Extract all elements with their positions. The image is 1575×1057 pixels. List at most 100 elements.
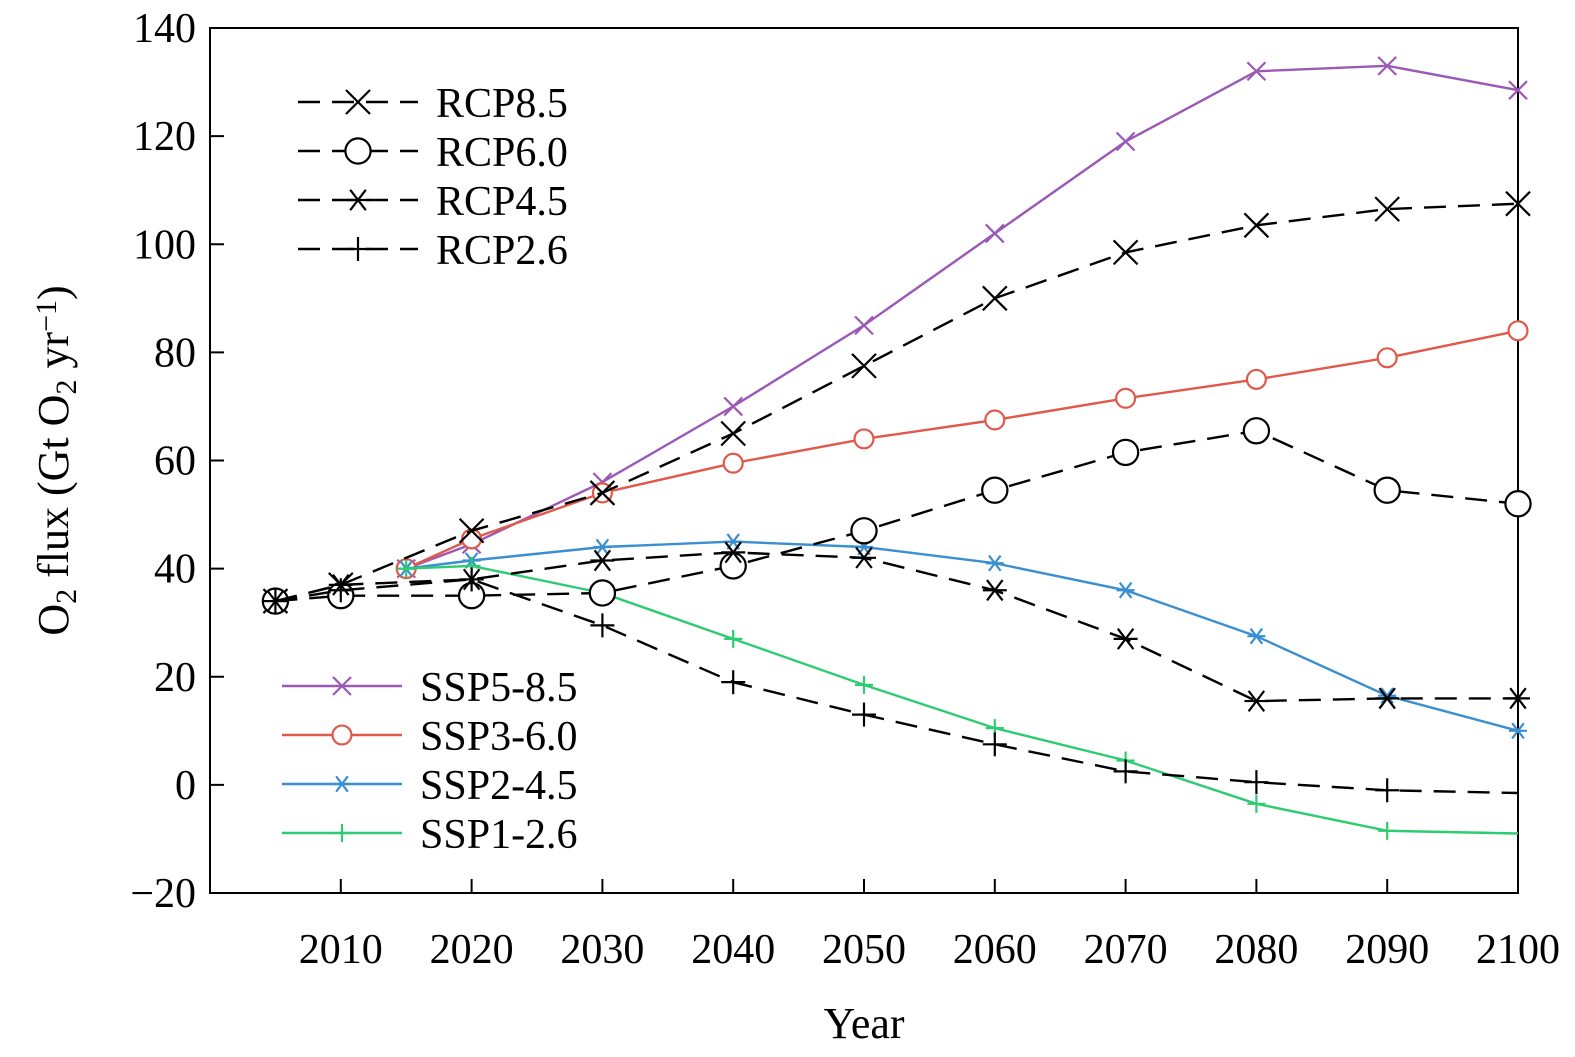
- y-axis-title-part: O: [29, 604, 78, 636]
- data-point: [1504, 490, 1532, 518]
- data-point: [1376, 347, 1398, 369]
- x-tick-label: 2090: [1345, 927, 1429, 973]
- y-tick-label: 100: [133, 222, 196, 268]
- data-point: [724, 629, 743, 648]
- data-point: [1112, 239, 1139, 266]
- legend-item: RCP2.6: [298, 228, 568, 274]
- y-axis-title-part: 2: [50, 589, 83, 604]
- data-point: [346, 189, 370, 211]
- data-point: [724, 533, 743, 550]
- legend-item: SSP2-4.5: [282, 763, 578, 809]
- data-point: [345, 89, 371, 115]
- x-tick-label: 2030: [560, 927, 644, 973]
- data-point: [719, 552, 747, 580]
- data-point: [982, 579, 1007, 602]
- data-point: [1115, 387, 1137, 409]
- series-line: [406, 540, 1519, 732]
- data-point: [855, 675, 873, 694]
- x-tick-label: 2050: [822, 927, 906, 973]
- y-axis-title: O2 flux (Gt O2 yr−1): [29, 285, 83, 635]
- series-ssp5-8-5: [396, 56, 1528, 579]
- data-point: [331, 724, 353, 746]
- data-point: [721, 541, 746, 564]
- data-point: [1378, 821, 1397, 840]
- data-point: [1116, 581, 1135, 599]
- series-line: [275, 429, 1519, 603]
- x-tick-label: 2040: [691, 927, 775, 973]
- series-line: [405, 64, 1519, 570]
- data-point: [1378, 687, 1397, 704]
- y-tick-label: 120: [133, 114, 196, 160]
- data-point: [588, 579, 617, 607]
- data-point: [850, 517, 878, 545]
- y-axis-title-part: 2: [50, 380, 83, 395]
- legend-item: RCP4.5: [298, 179, 568, 225]
- series-rcp2-6: [263, 567, 1519, 803]
- series-rcp6-0: [261, 417, 1532, 615]
- y-tick-label: 60: [154, 439, 196, 485]
- legend-item: SSP5-8.5: [282, 665, 578, 711]
- data-point: [1377, 56, 1397, 76]
- data-point: [981, 476, 1009, 504]
- data-point: [1374, 196, 1400, 222]
- data-point: [1246, 61, 1267, 82]
- data-point: [1115, 131, 1136, 152]
- data-point: [1505, 190, 1531, 217]
- data-point: [985, 554, 1004, 572]
- x-tick-label: 2020: [430, 927, 514, 973]
- legend-label: RCP4.5: [436, 179, 568, 225]
- data-point: [458, 518, 485, 544]
- legend-label: RCP6.0: [436, 130, 568, 176]
- series-group: [261, 56, 1532, 840]
- y-axis-title-part: −1: [30, 300, 63, 332]
- data-point: [333, 824, 351, 842]
- data-point: [590, 549, 615, 572]
- y-axis-title-part: ): [29, 285, 78, 300]
- data-point: [720, 420, 746, 447]
- legend-item: SSP1-2.6: [282, 812, 578, 858]
- y-tick-label: 20: [154, 655, 196, 701]
- data-point: [985, 223, 1005, 244]
- data-point: [332, 676, 352, 696]
- data-point: [397, 559, 416, 578]
- data-point: [1507, 320, 1529, 342]
- series-line: [405, 329, 1519, 570]
- x-tick-label: 2010: [299, 927, 383, 973]
- data-point: [853, 428, 875, 450]
- x-tick-label: 2100: [1476, 927, 1560, 973]
- legend-label: RCP8.5: [436, 81, 568, 127]
- x-axis-title: Year: [823, 999, 904, 1048]
- data-point: [1373, 476, 1401, 504]
- data-point: [1375, 687, 1400, 710]
- data-point: [1244, 690, 1269, 712]
- data-point: [346, 237, 370, 261]
- series-ssp2-4-5: [397, 533, 1527, 740]
- data-point: [982, 732, 1007, 757]
- y-axis-title-part: flux (Gt O: [29, 395, 78, 589]
- x-tick-label: 2080: [1214, 927, 1298, 973]
- data-point: [589, 480, 616, 506]
- series-ssp3-6-0: [395, 320, 1529, 580]
- series-line: [275, 202, 1519, 603]
- series-ssp1-2-6: [397, 556, 1519, 840]
- data-point: [333, 775, 351, 793]
- data-point: [1113, 759, 1138, 784]
- data-point: [1243, 212, 1270, 239]
- data-point: [328, 578, 353, 603]
- y-axis-title-part: yr: [29, 332, 78, 380]
- legend-label: SSP1-2.6: [420, 812, 578, 858]
- data-point: [1245, 368, 1267, 390]
- series-rcp4-5: [263, 541, 1530, 712]
- y-tick-label: 0: [175, 763, 196, 809]
- data-point: [459, 567, 484, 592]
- y-tick-label: −20: [130, 871, 196, 917]
- data-point: [1375, 778, 1400, 803]
- y-tick-label: 140: [133, 6, 196, 52]
- legend-label: SSP3-6.0: [420, 714, 578, 760]
- data-point: [1508, 80, 1528, 100]
- legend-item: RCP8.5: [298, 81, 568, 127]
- data-point: [982, 285, 1008, 312]
- data-point: [723, 396, 743, 417]
